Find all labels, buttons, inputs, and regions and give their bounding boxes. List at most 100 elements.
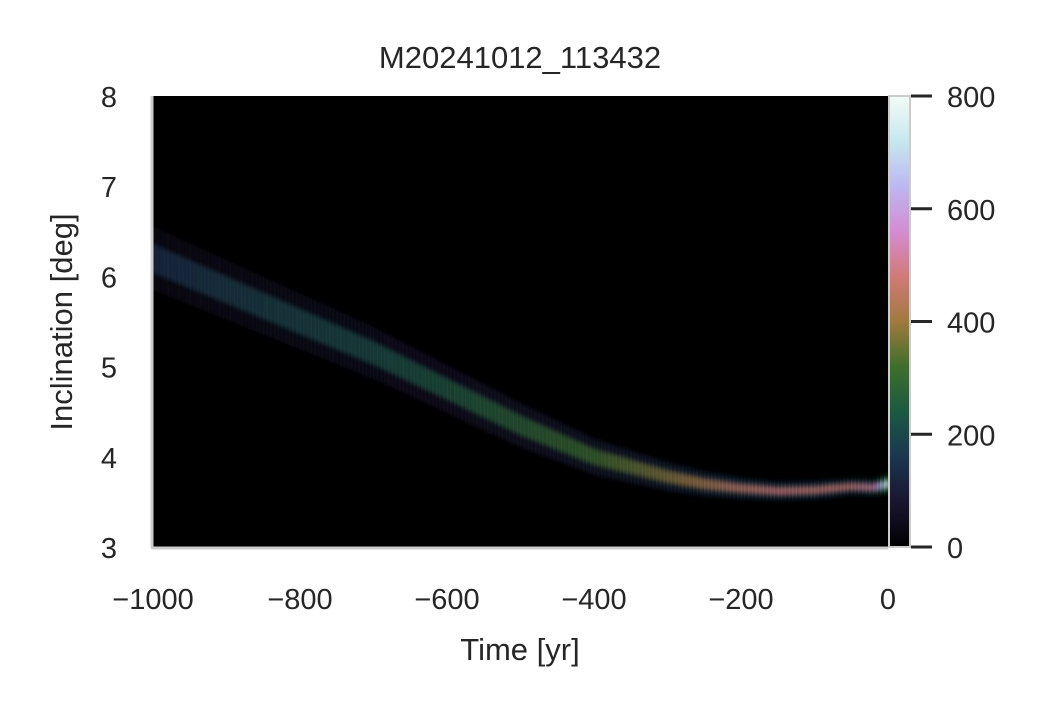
density-cell <box>318 317 323 343</box>
density-cell <box>726 481 731 492</box>
density-cell <box>288 304 294 331</box>
density-cell <box>560 434 566 453</box>
density-cell <box>619 456 624 472</box>
density-cell <box>461 386 466 408</box>
density-cell <box>851 483 856 491</box>
density-cell <box>854 483 860 491</box>
density-cell <box>156 246 161 276</box>
density-cell <box>630 460 636 475</box>
colorbar-tick-label: 0 <box>947 533 963 565</box>
density-cell <box>707 479 713 490</box>
density-cell <box>711 479 716 491</box>
density-cell <box>656 467 661 481</box>
density-cell <box>627 458 632 474</box>
x-axis: −1000 −800 −600 −400 −200 0 <box>112 584 896 616</box>
density-cell <box>586 446 591 463</box>
density-cell <box>314 316 319 342</box>
density-cell <box>483 397 489 419</box>
density-cell <box>884 479 889 489</box>
density-cell <box>447 379 452 401</box>
density-cell <box>480 395 485 417</box>
density-cell <box>865 483 871 491</box>
density-cell <box>344 329 349 354</box>
density-cell <box>406 358 411 382</box>
density-cell <box>814 485 819 495</box>
density-cell <box>178 256 183 285</box>
density-cell <box>579 442 584 460</box>
density-cell <box>792 486 797 495</box>
density-cell <box>230 278 235 306</box>
density-cell <box>553 431 558 450</box>
density-cell <box>645 464 650 478</box>
y-tick-label: 3 <box>101 533 117 565</box>
colorbar-tick-label: 600 <box>947 195 995 227</box>
density-cell <box>450 381 455 403</box>
density-cell <box>785 486 790 495</box>
density-cell <box>402 357 408 380</box>
density-cell <box>333 324 338 349</box>
density-cell <box>351 332 356 357</box>
density-cell <box>325 321 330 346</box>
density-cell <box>542 426 547 445</box>
density-cell <box>516 414 522 435</box>
density-cell <box>208 269 213 297</box>
density-cell <box>671 471 676 484</box>
density-cell <box>160 247 165 277</box>
density-cell <box>171 252 176 282</box>
y-tick-label: 4 <box>101 443 117 475</box>
density-cell <box>505 408 511 429</box>
density-cell <box>502 406 507 428</box>
density-cell <box>799 486 805 495</box>
density-cell <box>715 480 720 491</box>
density-cell <box>741 484 746 493</box>
density-cell <box>862 483 867 491</box>
density-cell <box>384 347 389 371</box>
axes-frame <box>150 96 888 550</box>
density-cell <box>641 463 647 478</box>
density-cell <box>549 429 555 448</box>
density-cell <box>520 416 525 436</box>
density-cell <box>649 465 654 479</box>
density-cell <box>274 298 279 325</box>
density-cell <box>509 410 514 431</box>
density-cell <box>531 421 536 441</box>
density-cell <box>755 485 760 494</box>
density-cell <box>832 484 838 493</box>
density-cell <box>766 486 771 495</box>
density-cell <box>873 483 878 491</box>
density-cell <box>788 486 794 495</box>
density-cell <box>277 299 283 326</box>
density-cell <box>219 273 224 302</box>
density-cell <box>770 486 775 495</box>
density-cell <box>612 454 617 470</box>
y-tick-label: 6 <box>101 262 117 294</box>
density-cell <box>248 286 253 314</box>
density-cell <box>582 444 588 462</box>
colorbar <box>888 95 911 548</box>
density-cell <box>594 449 599 466</box>
density-cell <box>752 484 757 494</box>
density-cell <box>322 319 327 345</box>
density-cell <box>685 474 691 487</box>
density-cell <box>807 486 812 495</box>
density-cell <box>428 370 433 393</box>
density-cell <box>432 371 437 394</box>
density-cell <box>557 432 562 451</box>
density-cell <box>696 477 702 489</box>
density-cell <box>729 482 735 492</box>
density-cell <box>255 290 261 317</box>
density-cell <box>538 424 544 444</box>
y-axis-label: Inclination [deg] <box>44 213 79 430</box>
x-tick-label: −400 <box>561 584 626 616</box>
density-cell <box>197 264 202 292</box>
density-cell <box>836 484 841 492</box>
density-cell <box>777 486 783 496</box>
density-cell <box>399 355 404 378</box>
density-cell <box>454 382 459 405</box>
density-cell <box>663 469 669 483</box>
density-cell <box>623 457 628 473</box>
density-cell <box>358 335 364 360</box>
density-cell <box>704 478 709 490</box>
density-cell <box>329 322 334 348</box>
